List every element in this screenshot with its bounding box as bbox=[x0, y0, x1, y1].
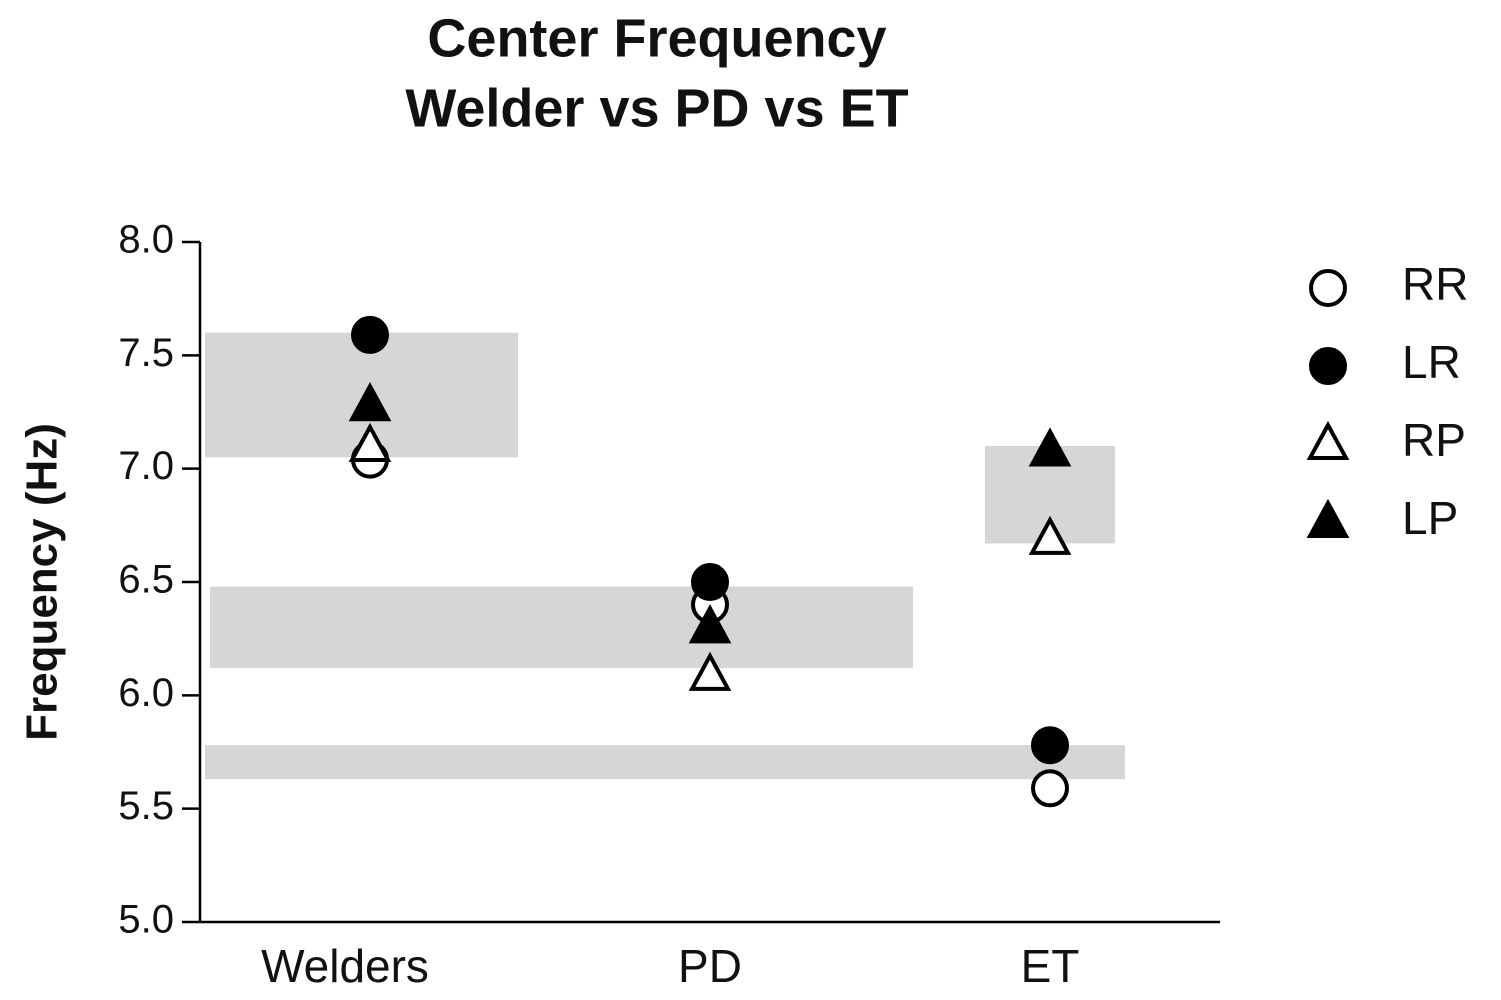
x-tick-label: ET bbox=[1021, 940, 1080, 992]
legend-marker bbox=[1309, 347, 1347, 385]
legend-marker bbox=[1306, 498, 1350, 538]
point bbox=[348, 382, 392, 422]
x-tick-label: Welders bbox=[261, 940, 429, 992]
y-tick-label: 5.5 bbox=[118, 784, 174, 828]
legend-marker bbox=[1309, 269, 1347, 307]
point bbox=[691, 563, 729, 601]
legend-marker bbox=[1306, 420, 1350, 460]
chart-subtitle: Welder vs PD vs ET bbox=[405, 78, 908, 138]
point bbox=[1028, 515, 1072, 555]
y-tick-label: 6.0 bbox=[118, 671, 174, 715]
legend-label: RP bbox=[1402, 414, 1466, 466]
point bbox=[688, 604, 732, 644]
y-tick-label: 8.0 bbox=[118, 218, 174, 262]
point bbox=[1031, 769, 1069, 808]
legend-label: RR bbox=[1402, 258, 1468, 310]
legend-label: LR bbox=[1402, 336, 1461, 388]
point bbox=[351, 315, 389, 354]
point bbox=[348, 422, 392, 462]
chart-title: Center Frequency bbox=[427, 8, 886, 68]
range-band bbox=[210, 586, 913, 669]
y-tick-label: 5.0 bbox=[118, 898, 174, 942]
y-tick-label: 6.5 bbox=[118, 558, 174, 602]
point bbox=[1028, 427, 1072, 467]
range-band bbox=[205, 332, 518, 458]
legend-label: LP bbox=[1402, 492, 1458, 544]
x-tick-label: PD bbox=[678, 940, 742, 992]
point bbox=[1031, 726, 1069, 765]
point bbox=[688, 651, 732, 691]
y-axis-label: Frequency (Hz) bbox=[18, 423, 67, 741]
y-tick-label: 7.0 bbox=[118, 444, 174, 488]
range-band bbox=[205, 745, 1125, 780]
y-tick-label: 7.5 bbox=[118, 331, 174, 375]
